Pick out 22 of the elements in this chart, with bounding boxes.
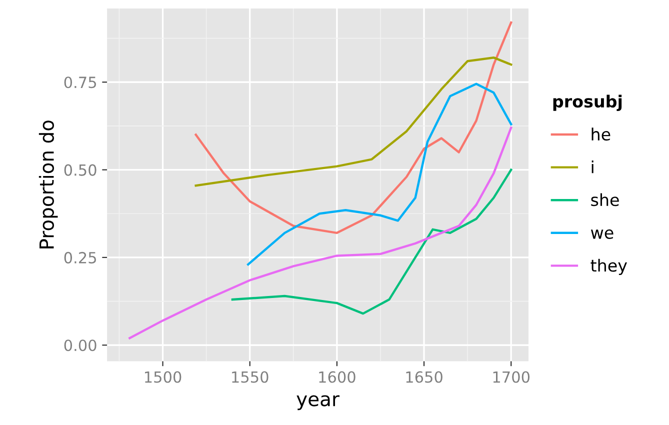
legend-label: i bbox=[592, 160, 594, 174]
y-tick-label: 0.25 bbox=[64, 252, 96, 264]
line-series bbox=[194, 21, 512, 234]
line-series bbox=[231, 168, 512, 315]
legend-label: they bbox=[590, 258, 627, 275]
legend-label: he bbox=[592, 128, 610, 141]
x-tick-label: 1500 bbox=[145, 371, 182, 383]
x-tick-label: 1550 bbox=[232, 371, 268, 383]
x-tick-label: 1650 bbox=[406, 371, 442, 383]
line-series bbox=[247, 82, 512, 266]
x-tick-label: 1700 bbox=[493, 371, 530, 383]
x-axis-title: year bbox=[296, 395, 340, 410]
line-series bbox=[194, 56, 512, 187]
legend-title: prosubj bbox=[553, 94, 622, 112]
legend-label: we bbox=[590, 229, 614, 239]
y-tick-label: 0.00 bbox=[64, 340, 96, 352]
x-tick-label: 1600 bbox=[319, 371, 356, 383]
y-tick-label: 0.75 bbox=[64, 76, 96, 88]
legend-label: she bbox=[591, 193, 619, 206]
line-series bbox=[128, 126, 512, 340]
y-tick-label: 0.50 bbox=[64, 164, 96, 176]
y-axis-title: Proportion do bbox=[38, 120, 58, 248]
